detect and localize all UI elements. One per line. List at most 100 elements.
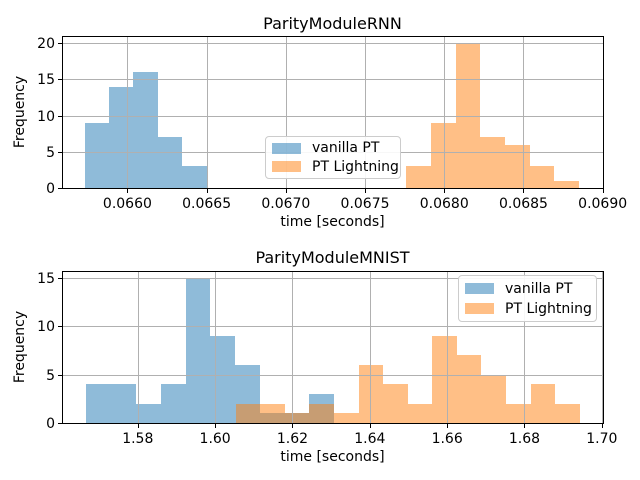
- legend-patch: [272, 142, 301, 154]
- pt-lightning-histogram-bar: [430, 122, 456, 188]
- x-tick-label: 0.0665: [182, 196, 232, 212]
- vanilla-pt-histogram-bar: [84, 122, 110, 188]
- x-tick-label: 1.58: [122, 431, 154, 447]
- x-tick-mark: [292, 424, 294, 428]
- x-tick-label: 0.0675: [340, 196, 390, 212]
- gridline-y: [62, 374, 603, 376]
- pt-lightning-histogram-bar: [481, 374, 507, 423]
- x-tick-label: 0.0660: [102, 196, 152, 212]
- gridline-y: [62, 326, 603, 328]
- pt-lightning-histogram-bar: [284, 413, 310, 423]
- gridline-x: [601, 271, 603, 423]
- gridline-x: [137, 271, 139, 423]
- legend-patch: [272, 161, 301, 173]
- y-tick-label: 0: [46, 181, 55, 197]
- pt-lightning-histogram-bar: [383, 384, 408, 423]
- gridline-y: [62, 278, 603, 280]
- x-tick-label: 0.0670: [261, 196, 311, 212]
- x-tick-mark: [524, 424, 526, 428]
- vanilla-pt-histogram-bar: [109, 86, 134, 188]
- y-tick-mark: [58, 278, 62, 280]
- y-tick-mark: [58, 79, 62, 81]
- gridline-x: [206, 36, 208, 188]
- x-tick-label: 0.0690: [578, 196, 628, 212]
- gridline-y: [62, 188, 603, 189]
- gridline-y: [62, 423, 603, 424]
- x-tick-mark: [137, 424, 139, 428]
- pt-lightning-histogram-bar: [406, 166, 431, 188]
- x-tick-label: 1.64: [354, 431, 386, 447]
- legend-item-label: PT Lightning: [505, 300, 592, 317]
- gridline-x: [602, 36, 604, 188]
- legend-item: PT Lightning: [465, 299, 592, 319]
- x-tick-label: 1.60: [199, 431, 231, 447]
- y-tick-label: 15: [37, 271, 55, 288]
- x-tick-label: 1.66: [431, 431, 463, 447]
- x-tick-mark: [602, 189, 604, 193]
- x-axis-label: time [seconds]: [280, 214, 385, 230]
- legend-patch: [465, 283, 494, 294]
- gridline-x: [285, 36, 287, 188]
- legend-patch: [465, 303, 494, 314]
- gridline-x: [447, 271, 449, 423]
- legend-item-label: vanilla PT: [312, 140, 380, 157]
- y-tick-mark: [58, 43, 62, 45]
- pt-lightning-histogram-bar: [432, 336, 457, 423]
- pt-lightning-histogram-bar: [235, 403, 261, 423]
- vanilla-pt-histogram-bar: [133, 72, 158, 188]
- gridline-y: [62, 115, 603, 117]
- x-tick-label: 1.70: [586, 431, 618, 447]
- gridline-x: [365, 36, 367, 188]
- y-tick-label: 0: [46, 416, 55, 432]
- pt-lightning-histogram-bar: [480, 137, 505, 188]
- gridline-x: [369, 271, 371, 423]
- y-tick-mark: [58, 423, 62, 424]
- pt-lightning-histogram-bar: [555, 403, 580, 423]
- y-tick-mark: [58, 151, 62, 153]
- y-tick-label: 10: [37, 319, 55, 336]
- x-tick-mark: [127, 189, 129, 193]
- chart-title: ParityModuleRNN: [263, 14, 402, 33]
- x-tick-mark: [444, 189, 446, 193]
- gridline-y: [62, 79, 603, 81]
- gridline-y: [62, 43, 603, 45]
- pt-lightning-histogram-bar: [554, 180, 579, 188]
- pt-lightning-histogram-bar: [333, 413, 359, 423]
- legend-item: PT Lightning: [272, 158, 399, 177]
- y-tick-mark: [58, 188, 62, 189]
- x-tick-label: 1.62: [276, 431, 309, 447]
- gridline-x: [523, 36, 525, 188]
- x-tick-mark: [447, 424, 449, 428]
- y-tick-label: 5: [46, 144, 55, 161]
- x-tick-mark: [206, 189, 208, 193]
- y-tick-mark: [58, 326, 62, 328]
- gridline-x: [444, 36, 446, 188]
- vanilla-pt-histogram-bar: [182, 166, 207, 188]
- y-tick-label: 10: [37, 108, 55, 125]
- x-tick-mark: [365, 189, 367, 193]
- x-tick-mark: [285, 189, 287, 193]
- vanilla-pt-histogram-bar: [185, 278, 211, 423]
- chart-title: ParityModuleMNIST: [255, 248, 410, 267]
- x-tick-mark: [215, 424, 217, 428]
- y-tick-label: 15: [37, 72, 55, 89]
- x-tick-mark: [369, 424, 371, 428]
- x-tick-label: 1.68: [508, 431, 541, 447]
- pt-lightning-histogram-bar: [309, 403, 334, 423]
- y-tick-label: 5: [46, 367, 55, 384]
- vanilla-pt-histogram-bar: [210, 336, 236, 423]
- pt-lightning-histogram-bar: [407, 403, 433, 423]
- gridline-x: [127, 36, 129, 188]
- y-tick-mark: [58, 374, 62, 376]
- vanilla-pt-histogram-bar: [157, 137, 183, 188]
- y-tick-label: 20: [37, 36, 55, 53]
- legend: vanilla PT PT Lightning: [458, 275, 597, 322]
- vanilla-pt-histogram-bar: [135, 403, 161, 423]
- x-tick-mark: [601, 424, 603, 428]
- legend-item: vanilla PT: [272, 139, 392, 158]
- gridline-x: [292, 271, 294, 423]
- gridline-x: [215, 271, 217, 423]
- y-tick-mark: [58, 115, 62, 117]
- vanilla-pt-histogram-bar: [160, 384, 186, 423]
